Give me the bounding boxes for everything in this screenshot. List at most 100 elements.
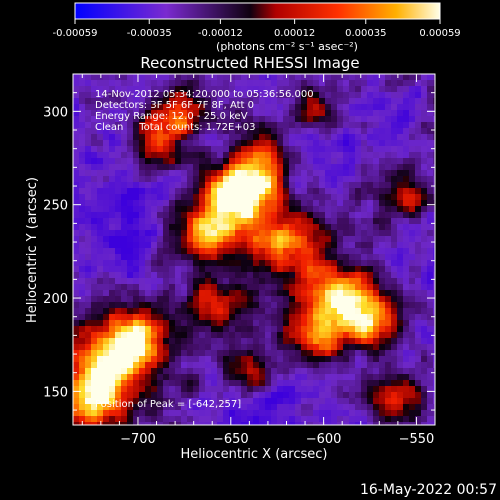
heatmap-cell (289, 194, 295, 200)
heatmap-cell (223, 80, 229, 86)
heatmap-cell (367, 218, 373, 224)
heatmap-cell (301, 296, 307, 302)
heatmap-cell (247, 206, 253, 212)
heatmap-cell (331, 98, 337, 104)
heatmap-cell (211, 386, 217, 392)
heatmap-cell (235, 248, 241, 254)
heatmap-cell (379, 350, 385, 356)
heatmap-cell (391, 296, 397, 302)
heatmap-cell (79, 290, 85, 296)
heatmap-cell (133, 374, 139, 380)
heatmap-cell (325, 248, 331, 254)
heatmap-cell (169, 254, 175, 260)
heatmap-cell (169, 248, 175, 254)
heatmap-cell (265, 230, 271, 236)
heatmap-cell (331, 380, 337, 386)
heatmap-cell (253, 422, 259, 425)
heatmap-cell (337, 116, 343, 122)
heatmap-cell (265, 404, 271, 410)
heatmap-cell (271, 326, 277, 332)
heatmap-cell (415, 380, 421, 386)
heatmap-cell (313, 206, 319, 212)
heatmap-cell (127, 152, 133, 158)
heatmap-cell (397, 146, 403, 152)
heatmap-cell (121, 110, 127, 116)
heatmap-cell (193, 296, 199, 302)
heatmap-cell (313, 86, 319, 92)
heatmap-cell (403, 80, 409, 86)
heatmap-cell (427, 398, 433, 404)
heatmap-cell (283, 302, 289, 308)
heatmap-cell (145, 236, 151, 242)
heatmap-cell (211, 416, 217, 422)
heatmap-cell (349, 116, 355, 122)
heatmap-cell (85, 146, 91, 152)
heatmap-cell (427, 152, 433, 158)
heatmap-cell (415, 242, 421, 248)
heatmap-cell (211, 374, 217, 380)
heatmap-cell (187, 356, 193, 362)
heatmap-cell (211, 194, 217, 200)
heatmap-cell (73, 308, 79, 314)
heatmap-cell (409, 110, 415, 116)
heatmap-cell (433, 128, 435, 134)
heatmap-cell (337, 242, 343, 248)
heatmap-cell (103, 338, 109, 344)
render-date: 16-May-2022 00:57 (360, 482, 497, 498)
heatmap-cell (97, 404, 103, 410)
heatmap-cell (175, 356, 181, 362)
heatmap-cell (409, 362, 415, 368)
heatmap-cell (109, 422, 115, 425)
heatmap-cell (403, 326, 409, 332)
heatmap-cell (85, 128, 91, 134)
heatmap-cell (199, 410, 205, 416)
heatmap-cell (91, 230, 97, 236)
heatmap-cell (253, 230, 259, 236)
heatmap-cell (247, 110, 253, 116)
heatmap-cell (373, 404, 379, 410)
heatmap-cell (325, 296, 331, 302)
heatmap-cell (169, 404, 175, 410)
heatmap-cell (355, 398, 361, 404)
heatmap-cell (271, 182, 277, 188)
heatmap-cell (133, 320, 139, 326)
heatmap-cell (211, 170, 217, 176)
heatmap-cell (337, 326, 343, 332)
heatmap-cell (307, 200, 313, 206)
heatmap-cell (199, 254, 205, 260)
heatmap-cell (211, 410, 217, 416)
heatmap-cell (373, 140, 379, 146)
heatmap-cell (265, 194, 271, 200)
heatmap-cell (175, 416, 181, 422)
heatmap-cell (163, 224, 169, 230)
heatmap-cell (409, 236, 415, 242)
heatmap-cell (373, 422, 379, 425)
heatmap-cell (199, 386, 205, 392)
heatmap-cell (283, 398, 289, 404)
heatmap-cell (301, 242, 307, 248)
heatmap-cell (241, 356, 247, 362)
heatmap-cell (337, 230, 343, 236)
heatmap-cell (187, 212, 193, 218)
heatmap-cell (211, 116, 217, 122)
heatmap-cell (121, 398, 127, 404)
heatmap-cell (301, 230, 307, 236)
heatmap-cell (127, 254, 133, 260)
heatmap-cell (355, 212, 361, 218)
heatmap-cell (325, 158, 331, 164)
heatmap-cell (421, 326, 427, 332)
heatmap-cell (211, 344, 217, 350)
heatmap-cell (127, 344, 133, 350)
heatmap-cell (415, 314, 421, 320)
heatmap-cell (301, 182, 307, 188)
heatmap-cell (199, 314, 205, 320)
heatmap-cell (145, 230, 151, 236)
heatmap-cell (181, 314, 187, 320)
heatmap-cell (115, 386, 121, 392)
heatmap-cell (409, 116, 415, 122)
heatmap-cell (373, 122, 379, 128)
heatmap-cell (241, 416, 247, 422)
heatmap-cell (253, 182, 259, 188)
heatmap-cell (175, 200, 181, 206)
heatmap-cell (247, 92, 253, 98)
